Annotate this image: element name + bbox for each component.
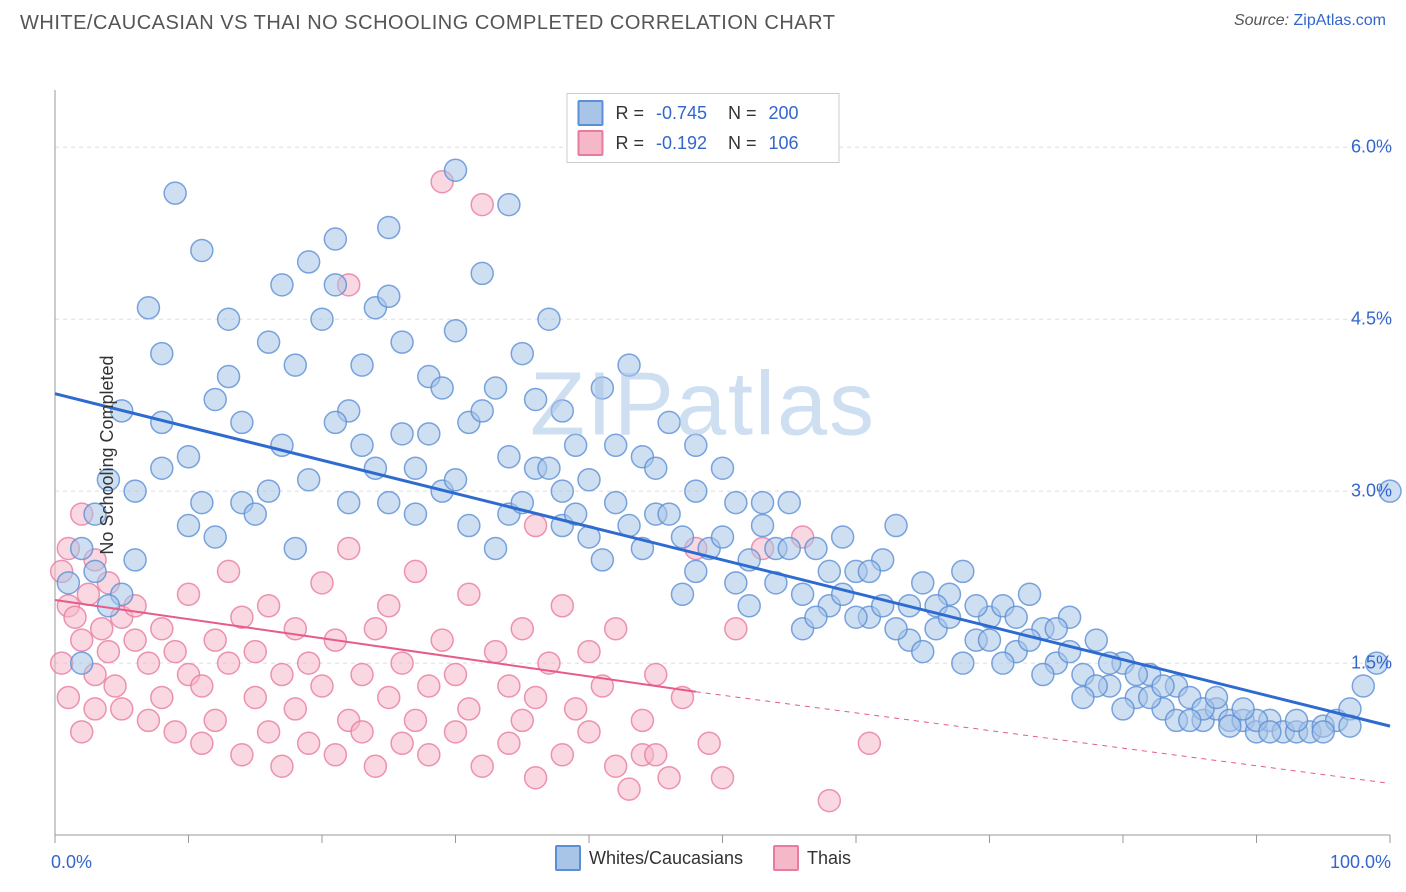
stat-label: R = <box>615 133 644 154</box>
stats-legend-row: R = -0.745 N = 200 <box>577 98 828 128</box>
stat-label: R = <box>615 103 644 124</box>
source-attribution: Source: ZipAtlas.com <box>1234 12 1386 30</box>
legend-swatch <box>577 100 603 126</box>
y-tick-label: 4.5% <box>1351 309 1392 330</box>
stat-label: N = <box>728 133 757 154</box>
y-tick-label: 3.0% <box>1351 481 1392 502</box>
legend-label: Whites/Caucasians <box>589 848 743 869</box>
stat-label: N = <box>728 103 757 124</box>
source-link[interactable]: ZipAtlas.com <box>1294 12 1386 29</box>
legend-swatch <box>773 845 799 871</box>
n-value: 200 <box>769 103 829 124</box>
chart-container: No Schooling Completed ZIPatlas R =-0.74… <box>0 35 1406 875</box>
legend-item: Whites/Caucasians <box>555 845 743 871</box>
legend-label: Thais <box>807 848 851 869</box>
stats-legend-box: R = -0.745 N = 200 R = -0.192 N = 106 <box>566 93 839 163</box>
n-value: 106 <box>769 133 829 154</box>
chart-title: WHITE/CAUCASIAN VS THAI NO SCHOOLING COM… <box>20 12 835 35</box>
series-legend: Whites/Caucasians Thais <box>0 845 1406 871</box>
legend-item: Thais <box>773 845 851 871</box>
r-value: -0.745 <box>656 103 716 124</box>
r-value: -0.192 <box>656 133 716 154</box>
legend-swatch <box>555 845 581 871</box>
stats-legend-row: R = -0.192 N = 106 <box>577 128 828 158</box>
y-tick-label: 6.0% <box>1351 137 1392 158</box>
y-tick-label: 1.5% <box>1351 653 1392 674</box>
source-label: Source: <box>1234 12 1289 29</box>
y-axis-label: No Schooling Completed <box>97 355 118 554</box>
legend-swatch <box>577 130 603 156</box>
